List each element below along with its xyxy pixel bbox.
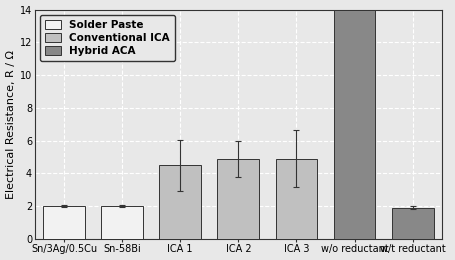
Bar — [101, 206, 143, 239]
Bar — [276, 159, 318, 239]
Bar — [43, 206, 85, 239]
Legend: Solder Paste, Conventional ICA, Hybrid ACA: Solder Paste, Conventional ICA, Hybrid A… — [40, 15, 175, 61]
Bar — [334, 10, 375, 239]
Bar — [392, 208, 434, 239]
Bar — [159, 165, 201, 239]
Bar — [217, 159, 259, 239]
Y-axis label: Electrical Resistance, R / Ω: Electrical Resistance, R / Ω — [5, 50, 15, 199]
